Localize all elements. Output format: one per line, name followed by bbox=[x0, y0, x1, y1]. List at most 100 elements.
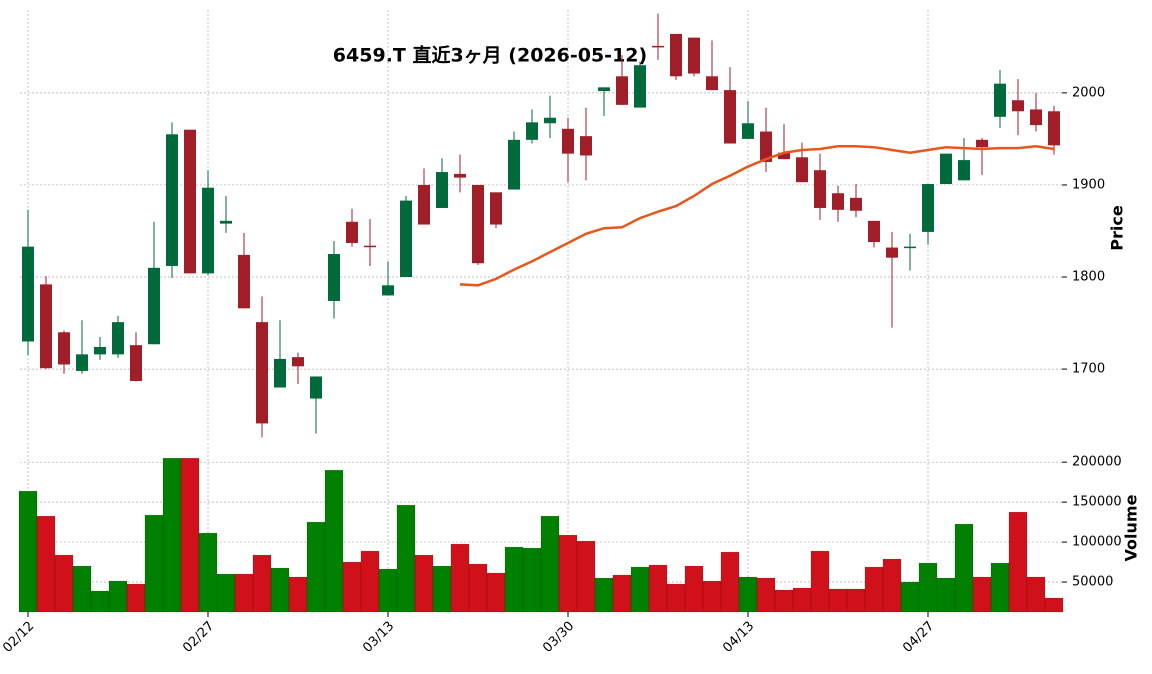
volume-bar bbox=[630, 566, 650, 613]
x-tick-label: 03/30 bbox=[540, 619, 577, 656]
volume-bar bbox=[252, 554, 272, 613]
candle-body bbox=[472, 184, 484, 264]
volume-bar bbox=[576, 540, 596, 613]
candle-body bbox=[868, 220, 880, 243]
volume-bar bbox=[90, 590, 110, 613]
candle-body bbox=[454, 173, 466, 178]
volume-axis-label: Volume bbox=[1122, 494, 1141, 561]
volume-bar bbox=[954, 523, 974, 613]
candle-body bbox=[742, 123, 754, 139]
candle-body bbox=[850, 197, 862, 211]
volume-bar bbox=[270, 567, 290, 613]
volume-bar bbox=[684, 565, 704, 613]
y-tick-label: 200000 bbox=[1072, 455, 1122, 470]
volume-bar bbox=[468, 563, 488, 613]
x-tick-label: 03/13 bbox=[360, 619, 397, 656]
candle-body bbox=[256, 322, 268, 424]
volume-bar bbox=[648, 564, 668, 613]
volume-bar bbox=[612, 574, 632, 613]
candle-body bbox=[22, 246, 34, 342]
candle-body bbox=[166, 134, 178, 266]
candle-body bbox=[940, 153, 952, 185]
candle-body bbox=[778, 152, 790, 160]
volume-bar bbox=[720, 551, 740, 613]
chart-title: 6459.T 直近3ヶ月 (2026-05-12) bbox=[333, 44, 647, 67]
x-tick-label: 04/13 bbox=[720, 619, 757, 656]
y-tick-label: 1700 bbox=[1072, 362, 1105, 377]
volume-bar bbox=[414, 554, 434, 613]
candle-body bbox=[58, 332, 70, 365]
candle-body bbox=[274, 358, 286, 388]
candle-body bbox=[976, 139, 988, 148]
volume-bar bbox=[288, 576, 308, 613]
candle-body bbox=[994, 83, 1006, 117]
volume-bar bbox=[432, 565, 452, 613]
y-tick-label: 150000 bbox=[1072, 495, 1122, 510]
candle-body bbox=[598, 87, 610, 92]
volume-bar bbox=[108, 580, 128, 613]
volume-bar bbox=[792, 587, 812, 613]
y-tick-label: 2000 bbox=[1072, 85, 1105, 100]
volume-bar bbox=[216, 573, 236, 613]
volume-bar bbox=[306, 521, 326, 613]
moving-average-line bbox=[459, 145, 1055, 287]
volume-bar bbox=[486, 572, 506, 613]
candle-body bbox=[436, 172, 448, 208]
x-tick-label: 02/12 bbox=[0, 619, 37, 656]
volume-bar bbox=[198, 532, 218, 613]
candle-body bbox=[202, 187, 214, 274]
candle-body bbox=[904, 246, 916, 249]
candle-body bbox=[670, 33, 682, 77]
candle-body bbox=[1048, 111, 1060, 146]
volume-bar bbox=[504, 546, 524, 613]
volume-bar bbox=[1044, 597, 1064, 613]
price-axis-label: Price bbox=[1108, 205, 1127, 251]
volume-bar bbox=[828, 588, 848, 613]
candle-body bbox=[616, 76, 628, 105]
candle-body bbox=[94, 347, 106, 355]
candle-body bbox=[364, 245, 376, 248]
volume-bar bbox=[774, 589, 794, 613]
candle-body bbox=[526, 122, 538, 140]
volume-bar bbox=[324, 469, 344, 613]
candle-body bbox=[580, 136, 592, 156]
candle-body bbox=[184, 129, 196, 274]
volume-bar bbox=[342, 561, 362, 613]
candle-body bbox=[112, 322, 124, 355]
volume-bar bbox=[18, 490, 38, 613]
candle-body bbox=[634, 65, 646, 108]
volume-bar bbox=[540, 515, 560, 613]
candle-body bbox=[832, 193, 844, 210]
x-tick-label: 04/27 bbox=[900, 619, 937, 656]
volume-bar bbox=[54, 554, 74, 613]
volume-bar bbox=[864, 566, 884, 613]
candle-body bbox=[886, 247, 898, 258]
candle-body bbox=[562, 128, 574, 154]
candle-body bbox=[490, 192, 502, 225]
volume-bar bbox=[162, 457, 182, 613]
volume-bar bbox=[936, 577, 956, 613]
volume-bar bbox=[972, 576, 992, 613]
volume-bar bbox=[1008, 511, 1028, 613]
candle-body bbox=[328, 254, 340, 301]
candle-body bbox=[652, 45, 664, 48]
volume-bar bbox=[918, 562, 938, 613]
candle-body bbox=[418, 184, 430, 225]
candle-body bbox=[1012, 100, 1024, 112]
candle-body bbox=[220, 220, 232, 224]
candle-body bbox=[706, 76, 718, 91]
volume-bar bbox=[738, 576, 758, 613]
volume-bar bbox=[144, 514, 164, 613]
volume-bar bbox=[900, 581, 920, 613]
candle-body bbox=[688, 37, 700, 74]
candle-body bbox=[796, 157, 808, 183]
volume-bar bbox=[180, 457, 200, 613]
candle-body bbox=[508, 139, 520, 190]
volume-bar bbox=[594, 577, 614, 613]
volume-bar bbox=[72, 565, 92, 613]
candle-body bbox=[1030, 109, 1042, 126]
volume-bar bbox=[558, 534, 578, 613]
volume-bar bbox=[1026, 576, 1046, 613]
candle-body bbox=[130, 345, 142, 382]
